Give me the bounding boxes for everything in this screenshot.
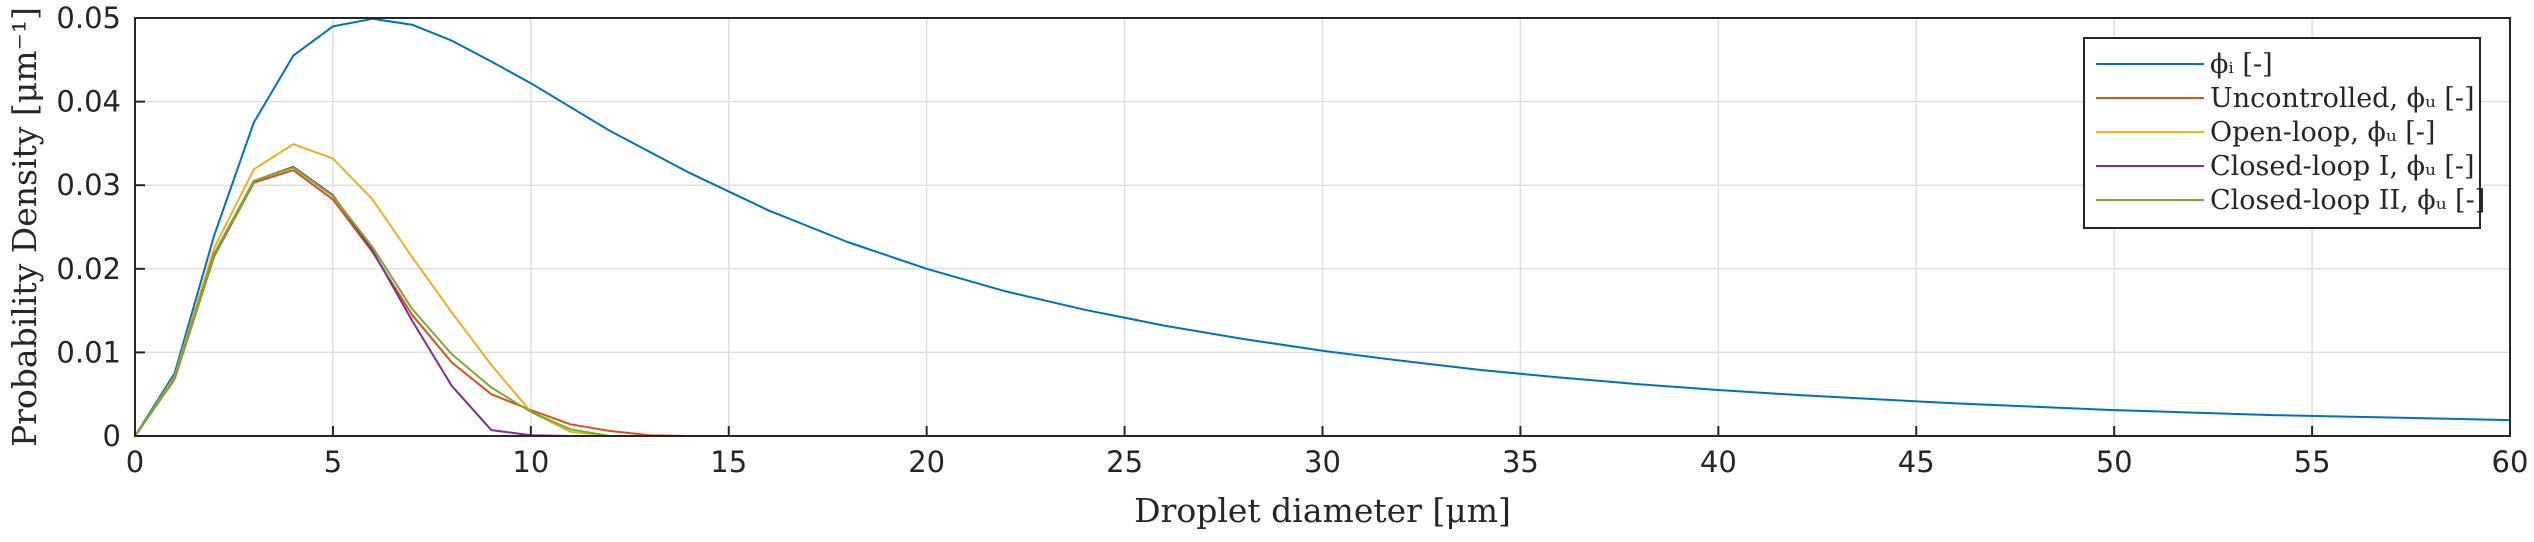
ticks [134, 17, 2511, 437]
x-tick-label: 30 [1304, 445, 1341, 479]
legend-entry: Open-loop, ϕᵤ [-] [2210, 117, 2435, 148]
legend-entry: Closed-loop II, ϕᵤ [-] [2210, 185, 2485, 216]
x-tick-label: 5 [324, 445, 342, 479]
legend: ϕᵢ [-]Uncontrolled, ϕᵤ [-]Open-loop, ϕᵤ … [2083, 37, 2485, 229]
x-tick-label: 45 [1898, 445, 1935, 479]
legend-entry: Closed-loop I, ϕᵤ [-] [2210, 151, 2475, 182]
legend-entry: Uncontrolled, ϕᵤ [-] [2210, 83, 2475, 114]
x-axis-title: Droplet diameter [μm] [1134, 491, 1511, 530]
y-tick-label: 0.04 [56, 85, 121, 119]
x-tick-label: 0 [126, 445, 144, 479]
y-tick-label: 0.02 [56, 252, 121, 286]
x-tick-label: 60 [2492, 445, 2529, 479]
x-tick-label: 55 [2294, 445, 2331, 479]
x-tick-label: 10 [512, 445, 549, 479]
y-tick-label: 0 [103, 419, 121, 453]
series-line-5 [134, 166, 2510, 437]
x-tick-label: 25 [1106, 445, 1143, 479]
x-tick-label: 15 [710, 445, 747, 479]
series-line-1 [134, 17, 2511, 437]
x-tick-label: 20 [908, 445, 945, 479]
y-tick-label: 0.05 [56, 1, 121, 35]
x-tick-label: 35 [1502, 445, 1539, 479]
x-tick-label: 50 [2096, 445, 2133, 479]
legend-entry: ϕᵢ [-] [2210, 49, 2273, 80]
series-line-3 [134, 143, 2510, 437]
x-tick-label: 40 [1700, 445, 1737, 479]
tick-labels: 0 5 10 15 20 25 30 35 40 45 50 55 60 0 0.01 0.02 0.03 0.0… [56, 1, 2528, 479]
y-tick-label: 0.01 [56, 335, 121, 369]
y-axis-title: Probability Density [μm⁻¹] [5, 7, 44, 447]
y-tick-label: 0.03 [56, 168, 121, 202]
